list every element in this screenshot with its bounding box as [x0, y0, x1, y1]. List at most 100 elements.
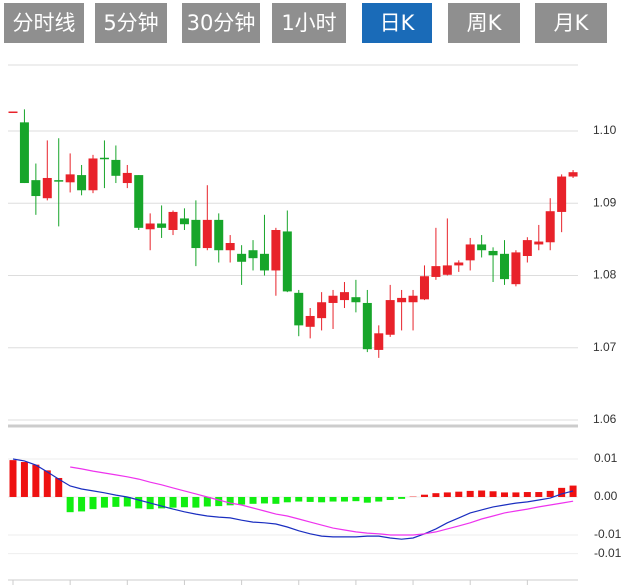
candle-body	[374, 333, 384, 350]
macd-bar	[238, 496, 246, 505]
macd-bar	[306, 496, 314, 502]
macd-bar	[352, 496, 360, 502]
macd-bar	[43, 470, 51, 497]
tab[interactable]: 日K	[362, 3, 432, 43]
candle-body	[65, 174, 75, 183]
macd-bar	[249, 496, 257, 504]
candle-body	[122, 172, 132, 184]
macd-bar	[192, 496, 200, 508]
candle-body	[339, 292, 349, 301]
candle-body	[77, 175, 87, 191]
candle-body	[31, 180, 41, 197]
macd-bar	[386, 496, 394, 501]
candle-body	[408, 295, 418, 303]
tab[interactable]: 1小时	[272, 3, 346, 43]
macd-bar	[500, 492, 508, 497]
candle-body	[465, 244, 475, 261]
candle-body	[534, 241, 544, 245]
macd-bar	[55, 477, 63, 497]
macd-bar	[203, 496, 211, 507]
macd-bar	[89, 496, 97, 510]
candle-body	[145, 223, 155, 230]
candle-body	[271, 229, 281, 271]
macd-bar	[375, 496, 383, 502]
macd-bar	[169, 496, 177, 508]
candle-body	[294, 292, 304, 326]
y-tick-label: 1.08	[593, 268, 617, 282]
macd-bar	[398, 496, 406, 499]
candle-body	[351, 297, 361, 303]
macd-bar	[158, 496, 166, 509]
candle-body	[522, 240, 532, 257]
tab[interactable]: 分时线	[4, 3, 84, 43]
macd-bar	[363, 496, 371, 503]
macd-bar	[535, 492, 543, 497]
macd-bar	[215, 496, 223, 507]
macd-bar	[112, 496, 120, 507]
macd-bar	[420, 494, 428, 497]
macd-bar	[66, 496, 74, 513]
candle-body	[282, 231, 292, 292]
tab[interactable]: 30分钟	[182, 3, 260, 43]
y-tick-label: -0.01	[594, 546, 622, 560]
macd-bar	[512, 492, 520, 497]
macd-bar	[558, 487, 566, 497]
macd-bar	[180, 496, 188, 508]
candle-body	[111, 159, 121, 176]
candle-body	[214, 219, 224, 251]
macd-bar	[9, 460, 17, 497]
candle-body	[305, 315, 315, 327]
candle-body	[454, 262, 464, 266]
tab[interactable]: 周K	[448, 3, 520, 43]
candle-body	[499, 253, 509, 280]
candle-body	[431, 266, 441, 277]
candle-body	[328, 295, 338, 303]
candle-body	[397, 297, 407, 303]
candle-body	[385, 300, 395, 335]
candle-body	[99, 157, 109, 160]
candle-body	[134, 175, 144, 228]
macd-line	[12, 458, 574, 540]
candle-body	[237, 253, 247, 262]
tab[interactable]: 5分钟	[95, 3, 167, 43]
candle-body	[157, 223, 167, 228]
candle-body	[225, 243, 235, 251]
candle-body	[191, 219, 201, 249]
candle-body	[488, 250, 498, 256]
macd-bar	[523, 492, 531, 497]
candle-body	[568, 172, 578, 177]
tab-bar: 分时线 5分钟 30分钟 1小时 日K 周K 月K	[0, 0, 640, 48]
macd-bar	[340, 496, 348, 502]
y-tick-label: 1.09	[593, 195, 617, 209]
macd-bar	[226, 496, 234, 506]
macd-bar	[295, 496, 303, 502]
macd-bar	[329, 496, 337, 502]
macd-bar	[318, 496, 326, 503]
candle-body	[511, 252, 521, 285]
candle-body	[42, 177, 52, 199]
macd-bar	[546, 490, 554, 497]
candle-body	[179, 218, 189, 225]
candle-body	[88, 158, 98, 191]
y-tick-label: -0.01	[594, 527, 622, 541]
macd-bar	[443, 492, 451, 497]
macd-bar	[478, 490, 486, 497]
candle-body	[259, 253, 269, 271]
candle-body	[317, 302, 327, 319]
macd-bar	[272, 496, 280, 504]
macd-bar	[466, 490, 474, 497]
candle-body	[545, 211, 555, 243]
candle-body	[557, 176, 567, 212]
macd-bar	[100, 496, 108, 508]
y-tick-label: 1.07	[593, 340, 617, 354]
macd-bar	[32, 464, 40, 497]
macd-line	[70, 466, 574, 536]
macd-bar	[78, 496, 86, 512]
y-tick-label: 1.10	[593, 123, 617, 137]
macd-bar	[20, 462, 28, 497]
y-tick-label: 0.01	[594, 451, 618, 465]
tab[interactable]: 月K	[535, 3, 607, 43]
candle-body	[8, 111, 18, 114]
